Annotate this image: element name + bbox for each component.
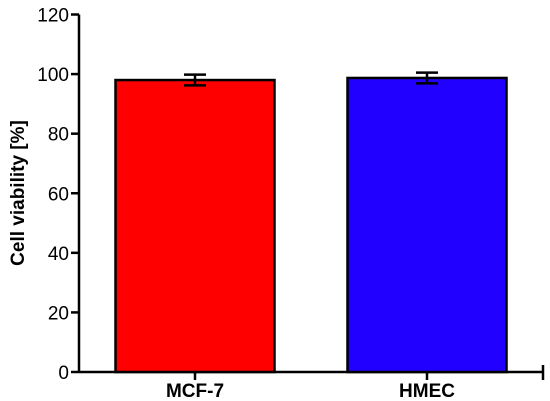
y-tick-label: 120 [37, 6, 69, 27]
y-axis: 0 20 40 60 80 100 120 [37, 6, 81, 384]
y-tick-label: 60 [48, 184, 69, 205]
bar-mcf-7 [114, 78, 276, 374]
y-tick-label: 20 [48, 303, 69, 324]
x-tick-label: HMEC [399, 381, 455, 401]
y-axis-title: Cell viability [%] [8, 120, 29, 266]
y-tick-label: 0 [58, 363, 69, 384]
y-tick-label: 80 [48, 125, 69, 146]
bars [114, 71, 508, 374]
x-tick-label: MCF-7 [166, 381, 224, 401]
bar-hmec [346, 76, 508, 374]
y-tick-label: 100 [37, 65, 69, 86]
y-tick-label: 40 [48, 244, 69, 265]
